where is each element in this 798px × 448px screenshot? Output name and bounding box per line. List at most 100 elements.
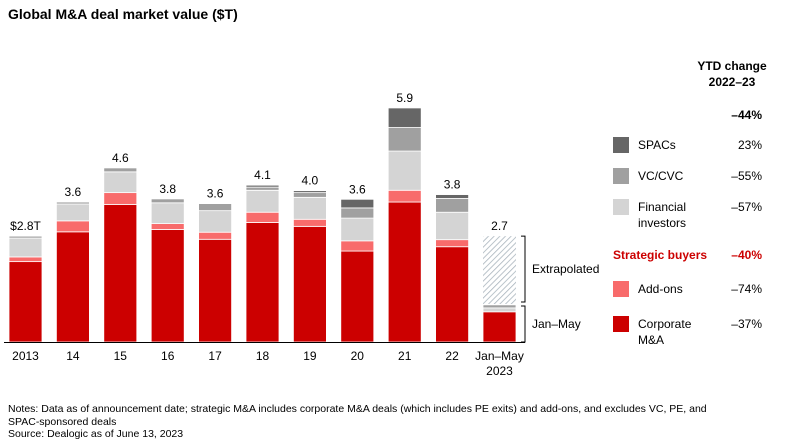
bar-segment	[292, 225, 327, 343]
note-line: Notes: Data as of announcement date; str…	[8, 403, 707, 415]
bar-segment	[198, 238, 233, 343]
legend-change: –55%	[731, 169, 762, 183]
x-tick-label: Jan–May	[475, 349, 524, 363]
bar-segment	[56, 220, 90, 233]
bar-segment	[198, 231, 233, 240]
jan-may-annotation: Jan–May	[532, 317, 581, 331]
x-tick-label: 18	[256, 349, 270, 363]
bar-segment	[292, 192, 327, 198]
bar-total-label: $2.8T	[10, 219, 41, 233]
bar-segment	[103, 167, 138, 173]
legend-change: 23%	[738, 138, 762, 152]
bar-total-label: 3.8	[444, 178, 461, 192]
x-tick-label: 17	[208, 349, 222, 363]
bar-segment	[387, 150, 422, 191]
bar-segment	[387, 201, 422, 343]
bar-segment	[292, 196, 327, 220]
legend-label: VC/CVC	[638, 169, 684, 183]
bar-segment	[435, 198, 470, 213]
legend-total-change: –44%	[731, 108, 762, 122]
bar-segment	[292, 190, 327, 194]
bar-total-label: 4.1	[254, 168, 271, 182]
bar-segment	[482, 303, 517, 306]
bar-segment	[340, 198, 375, 209]
bar-segment	[8, 256, 43, 263]
x-tick-label: 2023	[486, 364, 513, 378]
bar-total-label: 3.6	[65, 185, 82, 199]
legend: YTD change 2022–23 –44% SPACs 23% VC/CVC –55% F…	[613, 59, 767, 347]
chart-title: Global M&A deal market value ($T)	[8, 6, 238, 22]
bar-segment	[387, 107, 422, 128]
bar-total-label: 3.6	[349, 182, 366, 196]
x-tick-label: 20	[351, 349, 365, 363]
legend-swatch	[613, 168, 629, 184]
bar-segment	[245, 184, 280, 188]
bar-segment	[435, 246, 470, 343]
bar-total-label: 5.9	[396, 91, 413, 105]
legend-strategic-change: –40%	[731, 248, 762, 262]
bar-segment	[340, 217, 375, 242]
legend-change: –37%	[731, 317, 762, 331]
legend-change: –57%	[731, 200, 762, 214]
bar-segment	[245, 186, 280, 191]
legend-label: M&A	[638, 333, 664, 347]
extrapolated-bracket	[521, 235, 526, 303]
bar-segment	[150, 223, 185, 230]
bar-segment	[340, 240, 375, 252]
bar-segment	[292, 218, 327, 227]
legend-strategic-label: Strategic buyers	[613, 248, 707, 262]
bar-segment	[56, 231, 90, 343]
legend-change: –74%	[731, 282, 762, 296]
x-tick-label: 22	[445, 349, 459, 363]
bar-segment	[8, 235, 43, 239]
bar-segment	[482, 311, 517, 343]
bar-total-label: 2.7	[491, 219, 508, 233]
bar-segment	[103, 171, 138, 194]
bar-segment	[245, 211, 280, 223]
bar-segment	[56, 203, 90, 222]
bar-segment	[103, 192, 138, 205]
x-tick-label: 19	[303, 349, 317, 363]
legend-header: YTD change	[697, 59, 767, 73]
x-tick-label: 14	[66, 349, 80, 363]
legend-label: investors	[638, 216, 686, 230]
bar-total-label: 3.6	[207, 187, 224, 201]
bar-segment	[198, 203, 233, 212]
x-tick-label: 15	[114, 349, 128, 363]
legend-swatch	[613, 316, 629, 332]
bar-segment	[435, 194, 470, 199]
legend-swatch	[613, 199, 629, 215]
bar-segment	[340, 250, 375, 343]
jan-may-bracket	[521, 305, 526, 343]
bar-segment	[245, 189, 280, 213]
x-tick-label: 16	[161, 349, 175, 363]
bar-segment	[198, 210, 233, 233]
legend-label: SPACs	[638, 138, 676, 152]
legend-swatch	[613, 281, 629, 297]
bar-segment	[150, 229, 185, 343]
legend-label: Corporate	[638, 317, 692, 331]
bar-segment	[340, 207, 375, 219]
notes-block: Notes: Data as of announcement date; str…	[8, 403, 768, 441]
labels-group: $2.8T 2013 3.6 14 4.6 15 3.8 16 3.6 17 4.1 18 4.0 19 3…	[10, 91, 599, 378]
bar-segment	[435, 211, 470, 241]
legend-header: 2022–23	[709, 75, 756, 89]
x-tick-label: 2013	[12, 349, 39, 363]
bar-segment	[150, 198, 185, 204]
legend-swatch	[613, 137, 629, 153]
bar-segment	[103, 203, 138, 343]
extrapolated-annotation: Extrapolated	[532, 262, 599, 276]
bar-segment	[435, 239, 470, 248]
source-line: Source: Dealogic as of June 13, 2023	[8, 428, 184, 440]
bar-total-label: 4.0	[302, 174, 319, 188]
bar-total-label: 4.6	[112, 151, 129, 165]
extrapolated-bar-segment	[483, 236, 516, 304]
bar-segment	[150, 202, 185, 224]
bar-segment	[56, 201, 90, 205]
bar-segment	[8, 261, 43, 343]
bar-segment	[482, 307, 517, 313]
bar-segment	[387, 127, 422, 152]
note-line: SPAC-sponsored deals	[8, 415, 117, 428]
bar-total-label: 3.8	[159, 182, 176, 196]
